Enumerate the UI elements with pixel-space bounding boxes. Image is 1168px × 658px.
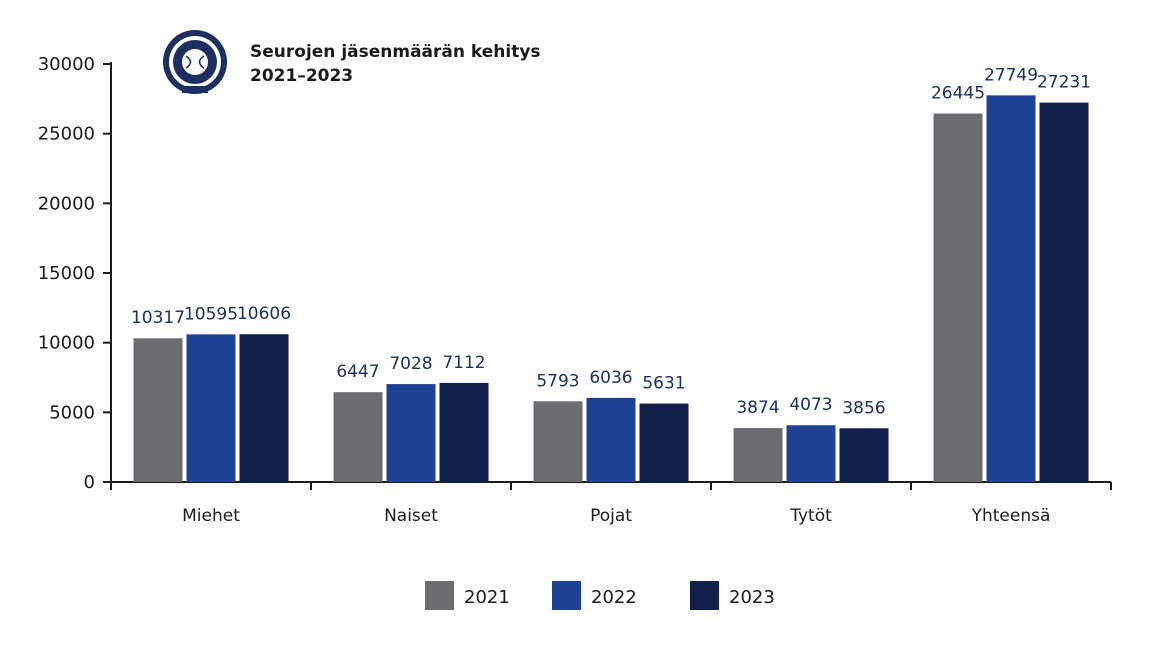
bar-2021-0	[133, 338, 183, 482]
x-category-label: Yhteensä	[971, 506, 1051, 526]
data-label: 4073	[789, 395, 832, 415]
x-category-label: Tytöt	[789, 506, 832, 526]
data-label: 7028	[389, 354, 432, 374]
bar-2021-1	[333, 392, 383, 482]
bar-2022-4	[986, 95, 1036, 483]
y-tick-label: 0	[84, 472, 95, 493]
data-label: 10317	[131, 308, 185, 328]
data-label: 5631	[642, 374, 685, 394]
legend-label: 2021	[464, 587, 510, 608]
bar-2023-1	[439, 382, 489, 482]
bar-2023-0	[239, 334, 289, 482]
x-category-label: Miehet	[182, 506, 240, 526]
x-category-label: Pojat	[590, 506, 632, 526]
data-label: 5793	[536, 371, 579, 391]
data-label: 10595	[184, 304, 238, 324]
legend-swatch-2022	[552, 581, 581, 610]
data-label: 6447	[336, 362, 379, 382]
data-label: 3856	[842, 398, 885, 418]
bar-2021-3	[733, 428, 783, 482]
legend-swatch-2021	[425, 581, 454, 610]
data-label: 27749	[984, 65, 1038, 85]
data-label: 7112	[442, 353, 485, 373]
chart-title-line-2: 2021–2023	[250, 66, 353, 86]
bar-2021-4	[933, 113, 983, 483]
data-label: 3874	[736, 398, 779, 418]
bar-2023-2	[639, 403, 689, 482]
y-tick-label: 15000	[38, 263, 95, 284]
y-tick-label: 30000	[38, 54, 95, 75]
y-tick-label: 5000	[49, 402, 95, 423]
bar-2021-2	[533, 401, 583, 482]
club-emblem-icon	[163, 30, 227, 94]
bar-2023-3	[839, 428, 889, 482]
chart-title-line-1: Seurojen jäsenmäärän kehitys	[250, 42, 541, 62]
data-label: 27231	[1037, 73, 1091, 93]
data-label: 26445	[931, 84, 985, 104]
y-tick-label: 10000	[38, 333, 95, 354]
legend-swatch-2023	[690, 581, 719, 610]
y-tick-label: 25000	[38, 124, 95, 145]
bar-2022-3	[786, 425, 836, 482]
data-label: 10606	[237, 304, 291, 324]
bar-2023-4	[1039, 102, 1089, 483]
bar-2022-0	[186, 334, 236, 482]
data-label: 6036	[589, 368, 632, 388]
bar-2022-2	[586, 397, 636, 482]
legend-label: 2023	[729, 587, 775, 608]
y-tick-label: 20000	[38, 193, 95, 214]
legend-label: 2022	[591, 587, 637, 608]
x-category-label: Naiset	[384, 506, 438, 526]
bar-2022-1	[386, 384, 436, 482]
